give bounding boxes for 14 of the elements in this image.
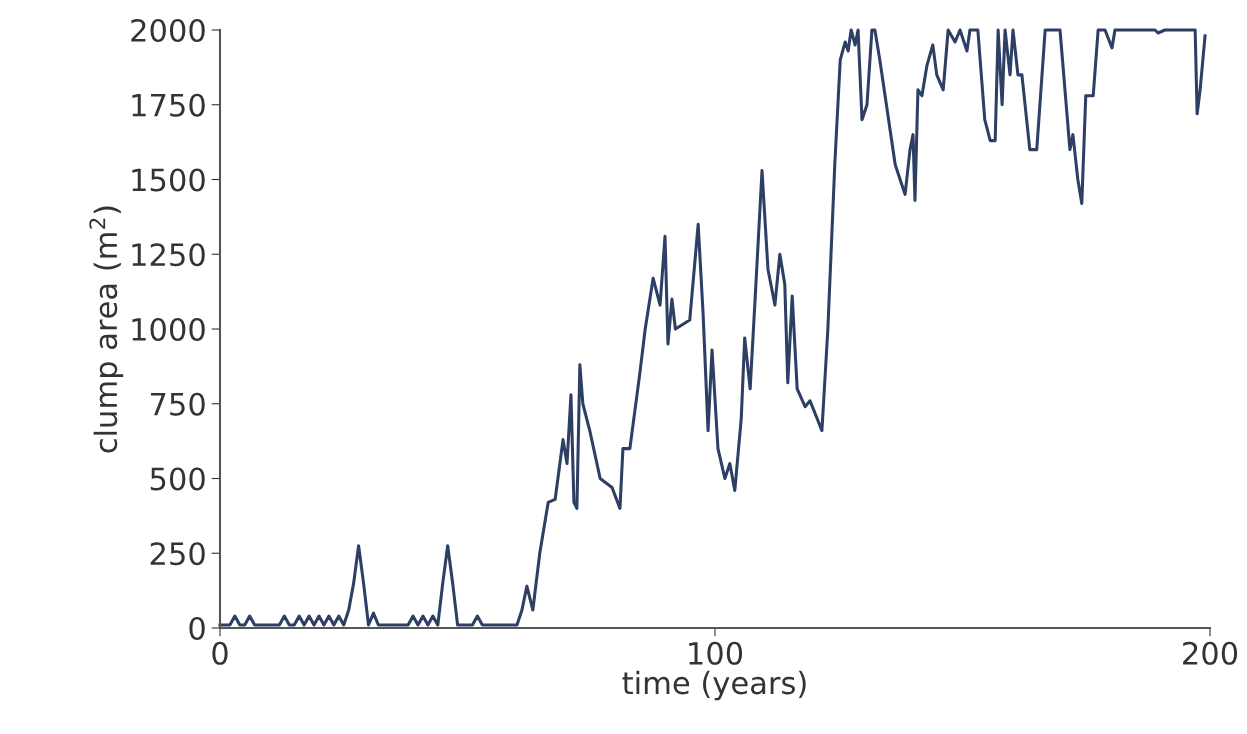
y-tick-label: 500 (150, 467, 205, 491)
y-tick-label: 1000 (132, 317, 205, 342)
y-tick-label: 750 (150, 392, 205, 416)
y-tick-label: 250 (150, 542, 205, 566)
y-tick-label: 1250 (132, 243, 205, 267)
x-tick-label: 200 (1183, 641, 1238, 665)
y-tick-label: 1750 (132, 93, 205, 117)
y-tick-label: 2000 (131, 18, 205, 43)
y-tick-label: 0 (189, 616, 205, 641)
x-axis-title: time (years) (622, 670, 806, 701)
y-tick-label: 1500 (132, 168, 205, 192)
x-tick-label: 100 (689, 641, 743, 665)
y-axis-title: clump area (m$^{2}$) (89, 206, 124, 453)
x-tick-label: 0 (212, 641, 228, 665)
